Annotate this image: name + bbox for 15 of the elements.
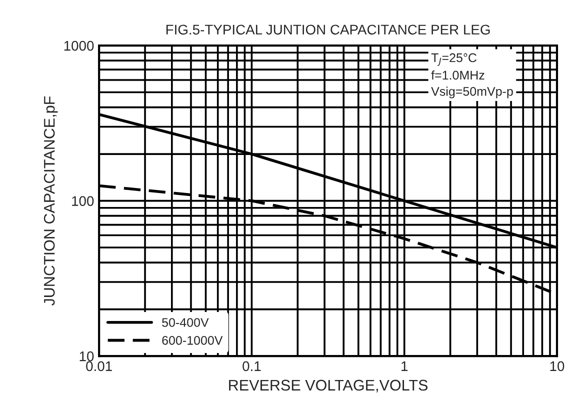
annotation: Vsig=50mVp-p [431,86,513,98]
x-tick-label: 1 [402,361,408,371]
legend-label: 50-400V [162,318,209,327]
legend-label: 600-1000V [162,336,223,345]
x-tick-label: 10 [550,361,564,372]
y-axis-title: JUNCTION CAPACITANCE,pF [44,96,58,306]
annotation: T$_{J}$=25°C [431,53,476,66]
annotation: f=1.0MHz [431,70,484,80]
x-axis-title: REVERSE VOLTAGE,VOLTS [229,380,428,392]
y-tick-label: 1000 [64,40,94,51]
x-tick-label: 0.01 [86,361,112,372]
x-tick-label: 0.1 [242,361,261,372]
y-tick-label: 100 [72,196,94,206]
y-tick-label: 10 [80,351,94,362]
chart-title: FIG.5-TYPICAL JUNTION CAPACITANCE PER LEG [166,24,490,35]
